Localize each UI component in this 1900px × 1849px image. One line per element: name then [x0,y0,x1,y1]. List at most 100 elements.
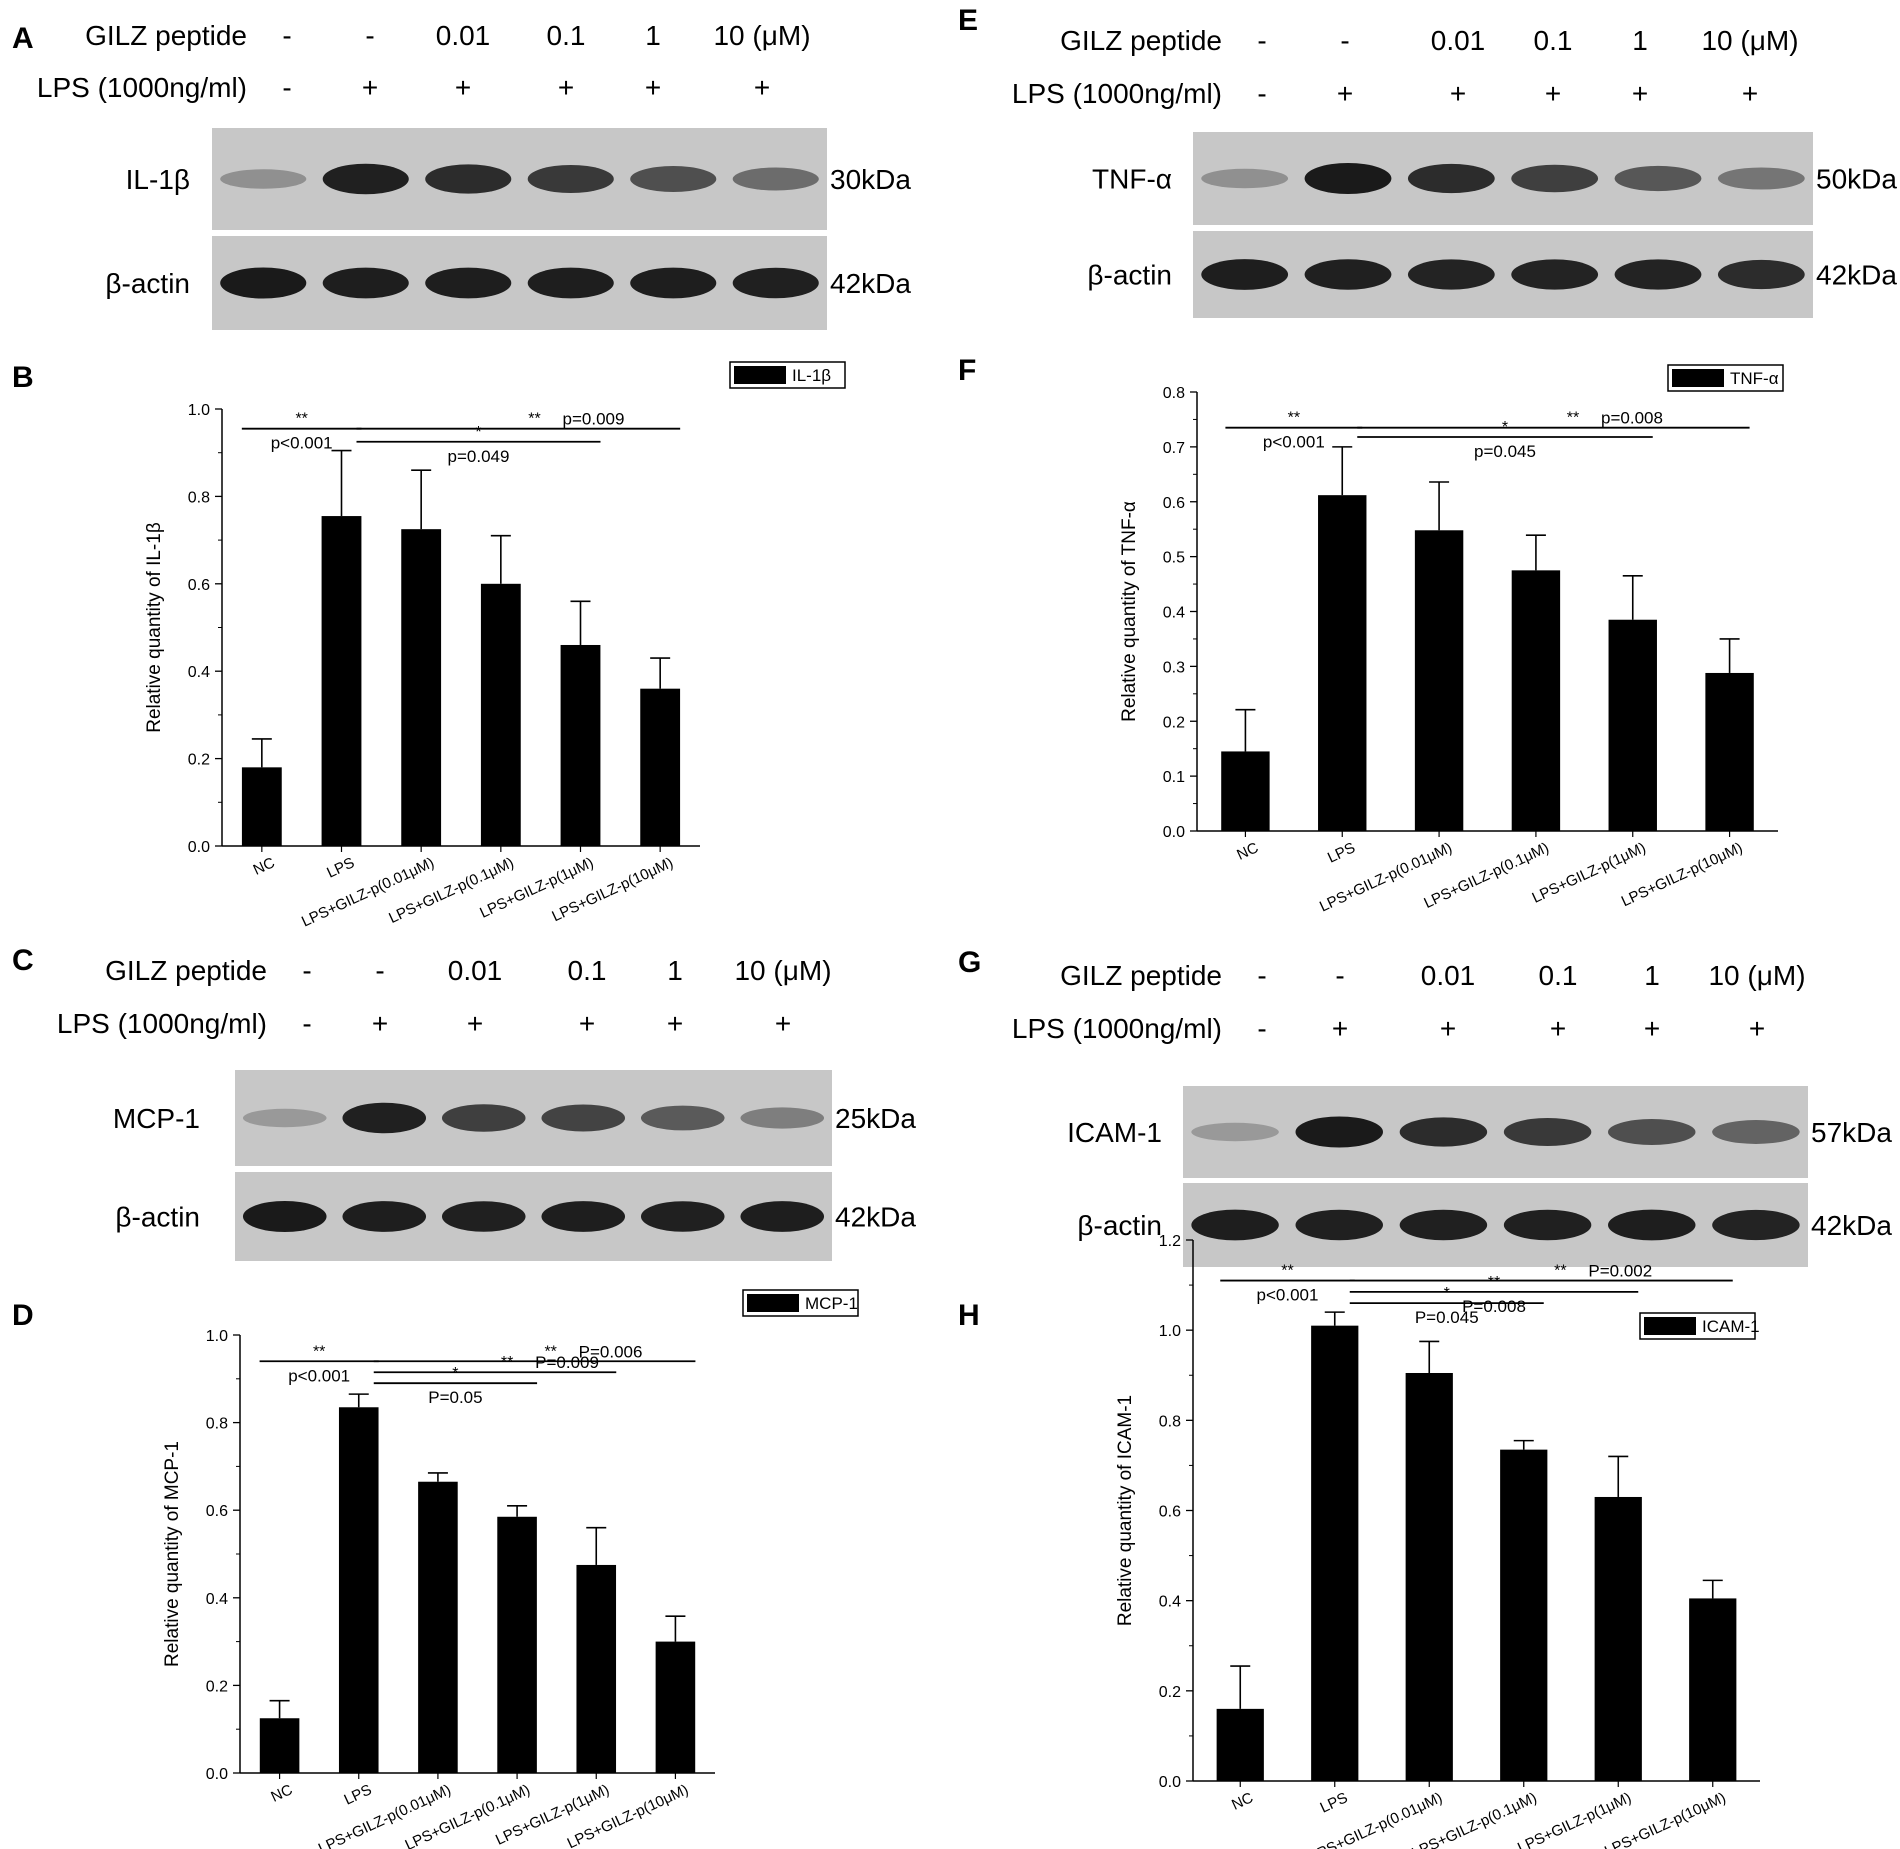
blot-strip-loading-control [235,1172,832,1261]
p-value: p=0.049 [448,447,510,466]
treatment-value-peptide: - [302,955,311,986]
band-size-label: 42kDa [1811,1210,1892,1241]
y-tick-label: 0.6 [1163,495,1185,512]
p-value: p=0.045 [1474,442,1536,461]
legend-label: TNF-α [1730,369,1779,388]
y-axis-label: Relative quantity of ICAM-1 [1115,1395,1136,1626]
blot-strip-target [212,128,827,230]
y-tick-label: 0.4 [206,1591,228,1608]
y-tick-label: 1.2 [1159,1233,1181,1250]
legend-swatch [1672,369,1724,387]
blot-band [732,167,819,191]
bar-LPS+GILZ-p(0.01μM) [401,529,442,846]
blot-band [220,267,307,299]
blot-band [1399,1209,1488,1241]
x-tick-label: LPS [324,854,357,881]
treatment-value-lps: - [282,72,291,103]
blot-strip-loading-control [212,236,827,330]
blot-band [1304,259,1392,290]
x-tick-label: LPS+GILZ-p(0.01μM) [299,854,437,930]
band-protein-label: β-actin [1087,260,1172,291]
significance-stars: ** [1554,1263,1566,1280]
bar-LPS+GILZ-p(0.01μM) [1414,530,1464,831]
blot-band [1191,1122,1279,1142]
panel-letter-B: B [12,361,34,394]
bar-LPS+GILZ-p(1μM) [560,644,601,846]
blot-band [1191,1209,1279,1241]
treatment-value-lps: + [775,1008,791,1039]
blot-strip-loading-control [1193,231,1813,318]
blot-band [1614,165,1702,192]
significance-stars: ** [544,1343,556,1360]
treatment-value-peptide: 0.1 [547,20,586,51]
blot-band [1201,168,1289,189]
blot-strip-target [1193,132,1813,225]
treatment-value-lps: + [372,1008,388,1039]
y-tick-label: 0.8 [188,489,210,506]
y-tick-label: 0.3 [1163,659,1185,676]
treatment-value-peptide: - [375,955,384,986]
bar-LPS+GILZ-p(0.01μM) [1405,1372,1453,1781]
x-tick-label: LPS [342,1781,375,1808]
treatment-row-label-lps: LPS (1000ng/ml) [37,72,247,103]
treatment-value-lps: + [579,1008,595,1039]
band-size-label: 42kDa [830,268,911,299]
treatment-row-label-lps: LPS (1000ng/ml) [57,1008,267,1039]
panel-letter-E: E [958,4,978,37]
treatment-value-lps: + [1632,78,1648,109]
blot-band [1511,259,1599,290]
treatment-value-peptide: 0.01 [1431,25,1486,56]
panel-letter-A: A [12,22,34,55]
band-size-label: 42kDa [1816,260,1897,291]
y-axis-label: Relative quantity of TNF-α [1119,501,1140,722]
blot-band [527,164,614,194]
blot-band [1407,163,1495,194]
blot-band [740,1201,825,1232]
treatment-value-lps: + [1440,1013,1456,1044]
treatment-row-label-lps: LPS (1000ng/ml) [1012,1013,1222,1044]
blot-band [1712,1120,1800,1144]
panel-letter-D: D [12,1299,34,1332]
blot-band [640,1105,725,1131]
chart-H: 0.0 0.2 0.4 0.6 0.8 1.0 1.2 Relative quantity o… [1115,1233,1760,1849]
p-value: p=0.008 [1601,409,1663,428]
bar-LPS+GILZ-p(0.1μM) [497,1516,537,1773]
p-value: P=0.006 [579,1342,643,1361]
p-value: p<0.001 [271,434,333,453]
blot-strip-target [1183,1086,1808,1178]
band-protein-label: β-actin [105,268,190,299]
bar-NC [241,767,282,846]
blot-band [1304,162,1392,195]
significance-stars: ** [313,1343,325,1360]
bar-NC [259,1718,300,1773]
legend-label: MCP-1 [805,1294,858,1313]
blot-band [640,1201,725,1232]
significance-stars: * [1502,419,1508,436]
treatment-value-peptide: 0.01 [448,955,503,986]
x-tick-label: LPS [1325,839,1358,866]
y-tick-label: 0.1 [1163,769,1185,786]
blot-band [630,267,717,299]
blot-panel-C: GILZ peptide - - 0.01 0.1 1 10 (μM) LPS (1000ng… [57,955,916,1261]
legend-label: IL-1β [792,366,831,385]
treatment-value-lps: + [1644,1013,1660,1044]
blot-band [322,163,409,195]
y-tick-label: 0.0 [206,1766,228,1783]
treatment-value-lps: - [1257,1013,1266,1044]
y-tick-label: 0.0 [1163,824,1185,841]
blot-strip-loading-control [1183,1183,1808,1267]
y-tick-label: 0.8 [1163,385,1185,402]
significance-stars: ** [528,411,540,428]
treatment-value-peptide: - [1335,960,1344,991]
bar-LPS+GILZ-p(0.01μM) [418,1481,458,1773]
significance-stars: ** [1288,410,1300,427]
treatment-value-lps: - [302,1008,311,1039]
blot-band [425,267,512,299]
treatment-value-peptide: 1 [667,955,683,986]
bar-LPS+GILZ-p(1μM) [1594,1496,1642,1781]
treatment-value-lps: + [1749,1013,1765,1044]
band-size-label: 50kDa [1816,164,1897,195]
treatment-value-peptide: 1 [1644,960,1660,991]
treatment-value-lps: + [1550,1013,1566,1044]
chart-D: 0.0 0.2 0.4 0.6 0.8 1.0 Relative quantity of M… [162,1289,859,1849]
